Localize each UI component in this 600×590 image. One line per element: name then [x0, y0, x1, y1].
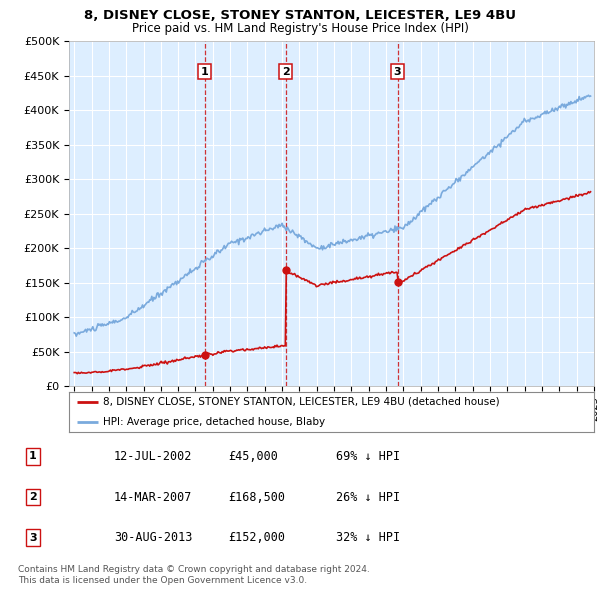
Text: 1: 1	[29, 451, 37, 461]
Text: 14-MAR-2007: 14-MAR-2007	[114, 490, 193, 504]
Text: £152,000: £152,000	[228, 531, 285, 544]
Text: Price paid vs. HM Land Registry's House Price Index (HPI): Price paid vs. HM Land Registry's House …	[131, 22, 469, 35]
Text: 8, DISNEY CLOSE, STONEY STANTON, LEICESTER, LE9 4BU (detached house): 8, DISNEY CLOSE, STONEY STANTON, LEICEST…	[103, 397, 500, 407]
Text: £168,500: £168,500	[228, 490, 285, 504]
Text: 2: 2	[29, 492, 37, 502]
Text: 69% ↓ HPI: 69% ↓ HPI	[336, 450, 400, 463]
Text: £45,000: £45,000	[228, 450, 278, 463]
Text: 3: 3	[29, 533, 37, 543]
Text: 32% ↓ HPI: 32% ↓ HPI	[336, 531, 400, 544]
Text: 12-JUL-2002: 12-JUL-2002	[114, 450, 193, 463]
Text: 3: 3	[394, 67, 401, 77]
Text: 2: 2	[282, 67, 289, 77]
Text: Contains HM Land Registry data © Crown copyright and database right 2024.
This d: Contains HM Land Registry data © Crown c…	[18, 565, 370, 585]
Text: HPI: Average price, detached house, Blaby: HPI: Average price, detached house, Blab…	[103, 417, 325, 427]
Text: 26% ↓ HPI: 26% ↓ HPI	[336, 490, 400, 504]
Text: 1: 1	[201, 67, 209, 77]
Text: 30-AUG-2013: 30-AUG-2013	[114, 531, 193, 544]
Text: 8, DISNEY CLOSE, STONEY STANTON, LEICESTER, LE9 4BU: 8, DISNEY CLOSE, STONEY STANTON, LEICEST…	[84, 9, 516, 22]
